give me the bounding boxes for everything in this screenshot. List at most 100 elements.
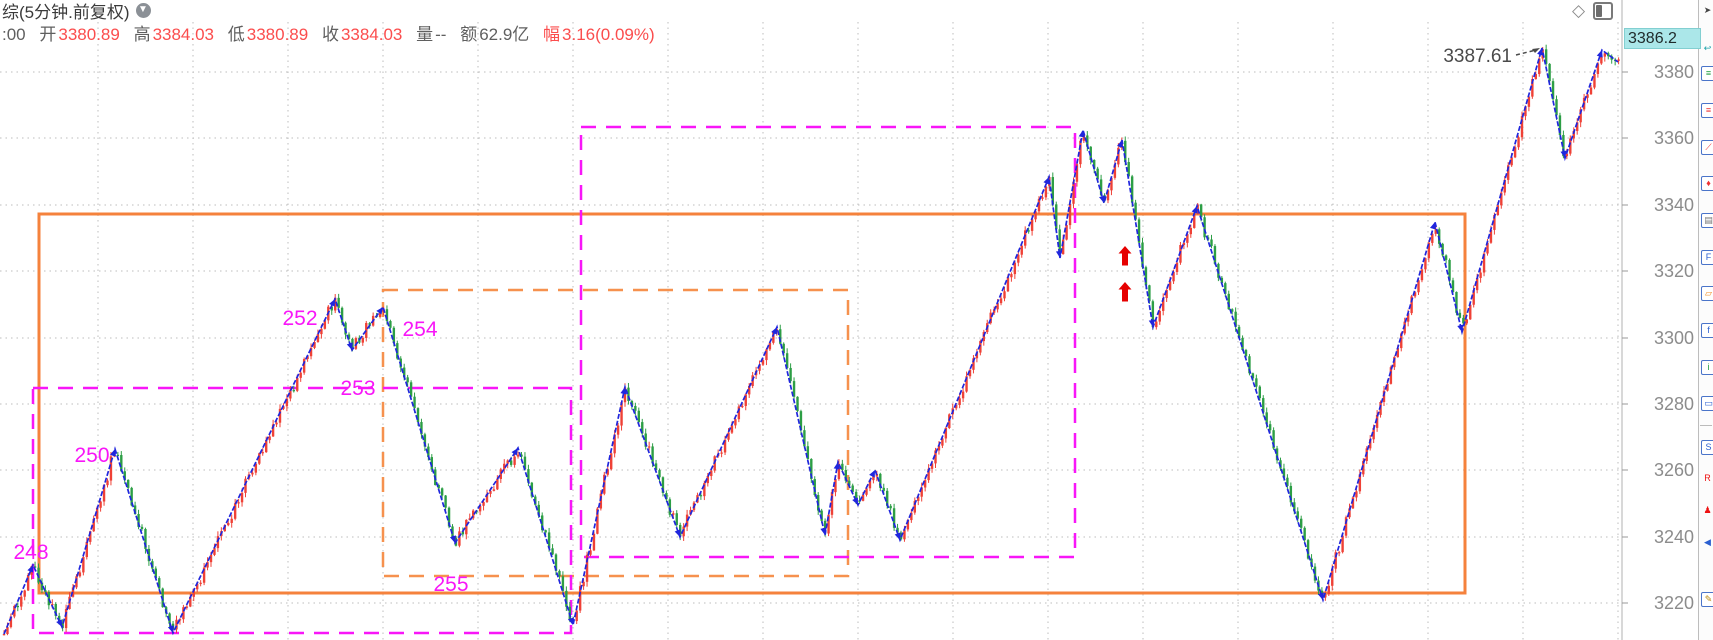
- pivot-label-252: 252: [282, 307, 317, 330]
- buy-signal-arrow-icon: [1118, 282, 1132, 302]
- zigzag-arrowhead: [167, 625, 174, 633]
- zigzag-arrowhead: [1560, 150, 1567, 158]
- zigzag-arrowhead: [1099, 195, 1106, 203]
- ohlc-info-bar: :00 开 3380.89 高 3384.03 低 3380.89 收 3384.03 …: [2, 20, 657, 44]
- cursor-icon[interactable]: ➤: [1703, 5, 1712, 15]
- open-value: 3380.89: [58, 25, 120, 44]
- clipboard-icon[interactable]: ▤: [1701, 213, 1713, 228]
- y-axis-label: 3380: [1653, 62, 1694, 82]
- pen-tool-icon[interactable]: ✎: [1701, 592, 1713, 607]
- y-axis-label: 3260: [1653, 460, 1694, 480]
- zigzag-arrowhead: [852, 497, 858, 505]
- pivot-label-250: 250: [74, 444, 109, 467]
- zigzag-arrowhead: [820, 527, 827, 535]
- zigzag-arrowhead: [1148, 319, 1155, 327]
- close-value: 3384.03: [340, 25, 403, 44]
- high-label: 高: [133, 25, 151, 44]
- candlesticks: [2, 44, 1620, 636]
- zigzag-arrowhead: [567, 617, 574, 625]
- zigzag-arrowhead: [1078, 130, 1085, 138]
- trend-chart-icon[interactable]: ⟋: [1701, 140, 1713, 155]
- r-text-icon[interactable]: R: [1704, 473, 1711, 483]
- bar-time: :00: [2, 25, 26, 44]
- amount-value: 62.9亿: [479, 25, 530, 44]
- zigzag-arrowhead: [1191, 206, 1198, 214]
- magenta-dashed-box-mid: [579, 125, 1077, 559]
- zigzag-arrowhead: [1043, 177, 1050, 185]
- fx-icon[interactable]: f: [1701, 323, 1713, 338]
- buy-signal-arrow-icon: [1118, 246, 1132, 266]
- volume-label: 量: [416, 25, 434, 44]
- y-axis-label: 3300: [1653, 328, 1694, 348]
- y-axis-label: 3360: [1653, 128, 1694, 148]
- high-price-annotation: 3387.61: [1443, 46, 1512, 67]
- fn-f-icon[interactable]: F: [1701, 250, 1713, 265]
- right-toolbar: ➤ ↩ ≡ ≡ ⟋ ♦ ▤ F ▱ f i ▭ S R ♟ ◀ ✎: [1698, 0, 1713, 640]
- zigzag-line: [3, 47, 1619, 636]
- volume-value: --: [435, 25, 447, 44]
- green-list-icon[interactable]: ≡: [1701, 66, 1713, 81]
- annotation-arrowhead: [1532, 48, 1540, 53]
- zigzag-arrowhead: [1317, 592, 1324, 600]
- zigzag-arrowhead: [346, 342, 353, 350]
- instrument-title: 综(5分钟.前复权): [2, 2, 130, 22]
- y-axis-label: 3280: [1653, 394, 1694, 414]
- annotation-rectangles: [31, 125, 1467, 635]
- pivot-label-253: 253: [340, 377, 375, 400]
- corner-controls: ◇: [1572, 1, 1614, 21]
- zigzag-arrowhead: [620, 387, 627, 395]
- chevron-down-icon[interactable]: ▼: [135, 2, 151, 18]
- y-axis-label: 3340: [1653, 195, 1694, 215]
- red-man-icon[interactable]: ♟: [1703, 505, 1712, 515]
- range-label: 幅: [543, 25, 561, 44]
- zigzag-arrowhead: [1055, 250, 1063, 258]
- pivot-label-255: 255: [433, 573, 468, 596]
- y-axis-label: 3320: [1653, 261, 1694, 281]
- y-axis-label: 3240: [1653, 527, 1694, 547]
- pivot-label-248: 248: [13, 541, 48, 564]
- info-icon[interactable]: i: [1701, 360, 1713, 375]
- close-label: 收: [321, 25, 339, 44]
- zigzag-arrowhead: [449, 535, 456, 543]
- s-icon[interactable]: S: [1701, 440, 1713, 455]
- zigzag-arrowhead: [894, 532, 901, 540]
- zigzag-arrowhead: [27, 565, 34, 573]
- zigzag-arrowhead: [56, 619, 62, 627]
- magenta-dashed-box-left: [31, 386, 573, 635]
- box-icon[interactable]: ▭: [1701, 396, 1713, 411]
- annotation-arrow-line: [1515, 49, 1537, 56]
- zigzag-arrowhead: [511, 448, 518, 456]
- pivot-label-254: 254: [402, 318, 437, 341]
- diamond-icon[interactable]: ◇: [1572, 1, 1586, 20]
- zigzag-arrowhead: [833, 462, 840, 470]
- range-value: 3.16(0.09%): [562, 25, 655, 44]
- low-label: 低: [227, 25, 245, 44]
- gridlines: [0, 0, 1628, 640]
- open-label: 开: [39, 25, 57, 44]
- back-arrow-icon[interactable]: ◀: [1704, 537, 1711, 547]
- folder-icon[interactable]: ▱: [1701, 286, 1713, 301]
- zigzag-arrowhead: [1537, 48, 1544, 56]
- y-axis-label: 3220: [1653, 593, 1694, 613]
- zigzag-arrowhead: [329, 299, 335, 307]
- zigzag-arrowhead: [869, 470, 875, 478]
- zigzag-arrowhead: [1117, 140, 1124, 148]
- zigzag-arrowhead: [771, 327, 777, 335]
- zigzag-arrowhead: [1596, 50, 1603, 58]
- panel-toggle-icon[interactable]: [1593, 2, 1614, 20]
- zigzag-arrowhead: [376, 307, 383, 315]
- current-price-badge: 3386.2: [1624, 28, 1701, 49]
- undo-arrow-icon[interactable]: ↩: [1703, 43, 1712, 53]
- zigzag-arrowhead: [1457, 324, 1464, 332]
- chart-header: 综(5分钟.前复权) ▼ :00 开 3380.89 高 3384.03 低 3380…: [2, 1, 657, 44]
- kline-icon[interactable]: ♦: [1701, 176, 1713, 191]
- high-value: 3384.03: [152, 25, 215, 44]
- zigzag-trendline: [3, 47, 1619, 636]
- chart-annotations: 248 250 252 253 254 255 3387.61: [13, 46, 1540, 596]
- red-list-icon[interactable]: ≡: [1701, 103, 1713, 118]
- orange-solid-box: [37, 212, 1467, 595]
- amount-label: 额: [460, 25, 478, 44]
- zigzag-arrowhead: [1429, 222, 1437, 230]
